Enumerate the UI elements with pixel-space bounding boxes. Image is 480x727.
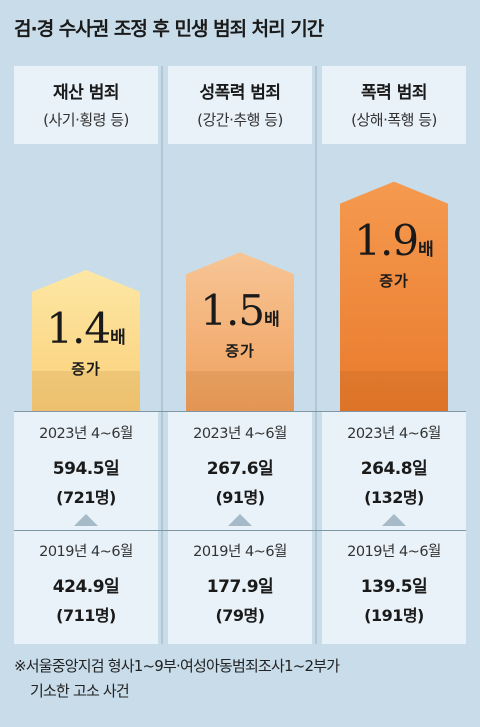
bar-violent-crime <box>340 181 448 411</box>
case-count-value: (132명) <box>364 488 424 507</box>
processing-days-value: 267.6일 <box>206 459 274 479</box>
multiplier-label: 1.4배 <box>14 304 158 353</box>
period-label: 2019년 4~6월 <box>193 544 287 560</box>
bar-shape-svg <box>186 252 294 411</box>
chart-title: 검·경 수사권 조정 후 민생 범죄 처리 기간 <box>14 18 324 40</box>
footnote-line: ※서울중앙지검 형사1~9부·여성아동범죄조사1~2부가 <box>14 657 340 675</box>
footnote-line: 기소한 고소 사건 <box>30 682 130 700</box>
category-sublabel: (강간·추행 등) <box>197 111 283 129</box>
multiplier-label: 1.5배 <box>168 286 312 335</box>
values-area <box>14 411 158 644</box>
period-label: 2023년 4~6월 <box>347 426 441 442</box>
column-divider <box>161 66 163 644</box>
processing-days-value: 424.9일 <box>52 577 120 597</box>
multiplier-label: 1.9배 <box>322 216 466 265</box>
increase-label: 증가 <box>71 359 101 378</box>
multiplier-value: 1.5 <box>200 286 265 336</box>
baseline-rule <box>14 411 466 412</box>
multiplier-value: 1.9 <box>354 215 419 265</box>
multiplier-unit: 배 <box>110 327 126 348</box>
increase-label: 증가 <box>379 271 409 290</box>
category-sublabel: (사기·횡령 등) <box>43 111 129 129</box>
processing-days-value: 177.9일 <box>206 577 274 597</box>
category-label: 성폭력 범죄 <box>199 83 281 103</box>
multiplier-value: 1.4 <box>46 303 111 353</box>
period-label: 2023년 4~6월 <box>193 426 287 442</box>
bar-property-crime <box>32 269 140 411</box>
column-sexual-crime: 성폭력 범죄 (강간·추행 등) 1.5배 증가 <box>168 66 312 644</box>
column-violent-crime: 폭력 범죄 (상해·폭행 등) 1.9배 증가 <box>322 66 466 644</box>
period-label: 2023년 4~6월 <box>39 426 133 442</box>
period-divider-rule <box>14 530 466 531</box>
values-area <box>322 411 466 644</box>
increase-arrow-icon <box>74 514 98 526</box>
case-count-value: (711명) <box>56 606 116 625</box>
multiplier-unit: 배 <box>418 239 434 260</box>
case-count-value: (79명) <box>215 606 265 625</box>
category-sublabel: (상해·폭행 등) <box>351 111 437 129</box>
processing-days-value: 264.8일 <box>360 459 428 479</box>
case-count-value: (91명) <box>215 488 265 507</box>
chart-panel: 재산 범죄 (사기·횡령 등) 1.4배 증가 성폭력 범죄 (강간·추행 등) <box>14 66 466 644</box>
case-count-value: (721명) <box>56 488 116 507</box>
period-label: 2019년 4~6월 <box>347 544 441 560</box>
processing-days-value: 594.5일 <box>52 459 120 479</box>
bar-bottom-shade <box>340 371 448 411</box>
bar-bottom-shade <box>32 371 140 411</box>
increase-arrow-icon <box>228 514 252 526</box>
column-header: 성폭력 범죄 (강간·추행 등) <box>168 66 312 144</box>
column-divider <box>315 66 317 644</box>
column-property-crime: 재산 범죄 (사기·횡령 등) 1.4배 증가 <box>14 66 158 644</box>
increase-arrow-icon <box>382 514 406 526</box>
values-area <box>168 411 312 644</box>
footnote: ※서울중앙지검 형사1~9부·여성아동범죄조사1~2부가 기소한 고소 사건 <box>14 654 464 704</box>
bar-sexual-crime <box>186 252 294 411</box>
category-label: 폭력 범죄 <box>361 83 427 103</box>
multiplier-unit: 배 <box>264 310 280 331</box>
category-label: 재산 범죄 <box>53 83 119 103</box>
bar-shape-svg <box>32 269 140 411</box>
processing-days-value: 139.5일 <box>360 577 428 597</box>
period-label: 2019년 4~6월 <box>39 544 133 560</box>
column-header: 폭력 범죄 (상해·폭행 등) <box>322 66 466 144</box>
bar-bottom-shade <box>186 371 294 411</box>
case-count-value: (191명) <box>364 606 424 625</box>
column-header: 재산 범죄 (사기·횡령 등) <box>14 66 158 144</box>
increase-label: 증가 <box>225 342 255 361</box>
bar-shape-svg <box>340 181 448 411</box>
